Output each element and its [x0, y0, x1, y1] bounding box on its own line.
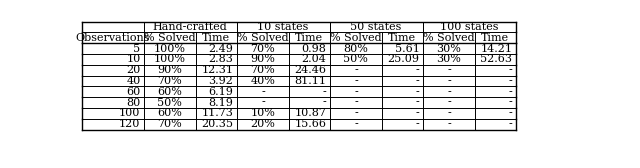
Text: -: - [509, 65, 513, 75]
Text: -: - [416, 119, 419, 129]
Text: 50%: 50% [157, 98, 182, 108]
Text: 24.46: 24.46 [294, 65, 326, 75]
Text: 15.66: 15.66 [294, 119, 326, 129]
Text: % Solved: % Solved [330, 33, 381, 43]
Text: 11.73: 11.73 [202, 108, 234, 118]
Text: 20.35: 20.35 [202, 119, 234, 129]
Text: -: - [354, 76, 358, 86]
Text: 100 states: 100 states [440, 22, 499, 32]
Text: -: - [416, 108, 419, 118]
Text: 52.63: 52.63 [481, 54, 513, 65]
Text: Time: Time [295, 33, 323, 43]
Text: -: - [323, 98, 326, 108]
Text: % Solved: % Solved [423, 33, 475, 43]
Text: 14.21: 14.21 [481, 44, 513, 54]
Text: 30%: 30% [436, 54, 461, 65]
Text: 3.92: 3.92 [209, 76, 234, 86]
Text: Time: Time [481, 33, 509, 43]
Text: -: - [447, 119, 451, 129]
Text: 70%: 70% [157, 76, 182, 86]
Text: 30%: 30% [436, 44, 461, 54]
Text: 70%: 70% [250, 65, 275, 75]
Text: 120: 120 [119, 119, 140, 129]
Text: -: - [447, 87, 451, 97]
Text: 10: 10 [126, 54, 140, 65]
Text: 10 states: 10 states [257, 22, 308, 32]
Text: -: - [354, 65, 358, 75]
Text: 100%: 100% [154, 54, 186, 65]
Text: -: - [354, 119, 358, 129]
Text: -: - [416, 87, 419, 97]
Text: Observations: Observations [76, 33, 150, 43]
Text: -: - [416, 65, 419, 75]
Text: 25.09: 25.09 [387, 54, 419, 65]
Text: -: - [509, 119, 513, 129]
Text: 10%: 10% [250, 108, 275, 118]
Text: -: - [509, 98, 513, 108]
Text: -: - [323, 87, 326, 97]
Text: 6.19: 6.19 [209, 87, 234, 97]
Text: -: - [447, 65, 451, 75]
Text: 81.11: 81.11 [294, 76, 326, 86]
Text: -: - [261, 98, 265, 108]
Text: 10.87: 10.87 [294, 108, 326, 118]
Text: 5.61: 5.61 [395, 44, 419, 54]
Text: -: - [354, 108, 358, 118]
Text: -: - [416, 98, 419, 108]
Text: 5: 5 [133, 44, 140, 54]
Text: 100%: 100% [154, 44, 186, 54]
Text: 60%: 60% [157, 108, 182, 118]
Text: 20%: 20% [250, 119, 275, 129]
Text: 80%: 80% [344, 44, 369, 54]
Text: 60: 60 [126, 87, 140, 97]
Text: -: - [509, 87, 513, 97]
Text: -: - [447, 98, 451, 108]
Text: 2.83: 2.83 [209, 54, 234, 65]
Text: % Solved: % Solved [144, 33, 196, 43]
Text: -: - [261, 87, 265, 97]
Text: 50%: 50% [344, 54, 369, 65]
Text: 70%: 70% [157, 119, 182, 129]
Text: 40: 40 [126, 76, 140, 86]
Text: Time: Time [202, 33, 230, 43]
Text: 100: 100 [119, 108, 140, 118]
Text: 40%: 40% [250, 76, 275, 86]
Text: 90%: 90% [250, 54, 275, 65]
Text: 60%: 60% [157, 87, 182, 97]
Text: Hand-crafted: Hand-crafted [153, 22, 227, 32]
Text: -: - [447, 108, 451, 118]
Text: 0.98: 0.98 [301, 44, 326, 54]
Text: -: - [509, 76, 513, 86]
Text: -: - [447, 76, 451, 86]
Text: 50 states: 50 states [350, 22, 402, 32]
Text: 2.49: 2.49 [209, 44, 234, 54]
Text: -: - [354, 98, 358, 108]
Text: 12.31: 12.31 [202, 65, 234, 75]
Text: -: - [416, 76, 419, 86]
Text: 90%: 90% [157, 65, 182, 75]
Text: % Solved: % Solved [237, 33, 289, 43]
Text: 2.04: 2.04 [301, 54, 326, 65]
Text: -: - [509, 108, 513, 118]
Text: Time: Time [388, 33, 417, 43]
Text: 20: 20 [126, 65, 140, 75]
Text: 80: 80 [126, 98, 140, 108]
Text: -: - [354, 87, 358, 97]
Text: 8.19: 8.19 [209, 98, 234, 108]
Text: 70%: 70% [250, 44, 275, 54]
